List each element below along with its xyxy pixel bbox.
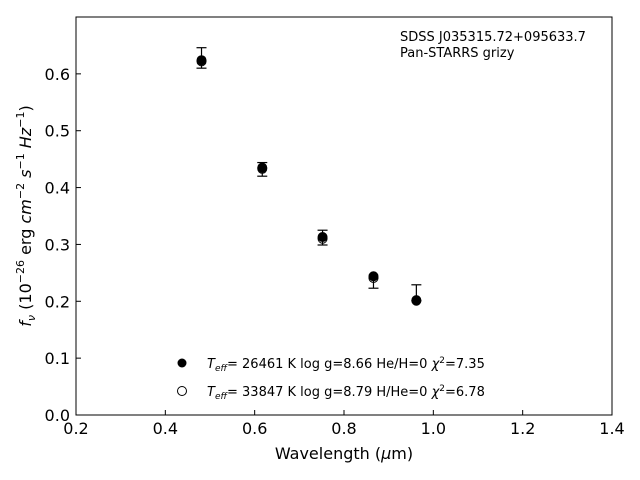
y-tick-label: 0.1 [45, 349, 70, 368]
legend-entry-1-teff: = 26461 K log g=8.66 He/H=0 [227, 357, 427, 372]
x-tick-label: 0.8 [331, 419, 356, 438]
y-tick-label: 0.5 [45, 122, 70, 141]
x-tick-label: 0.6 [242, 419, 267, 438]
x-tick-label: 0.4 [153, 419, 178, 438]
legend-entry-2-chi: =6.78 [445, 385, 485, 400]
y-tick-label: 0.3 [45, 235, 70, 254]
model-point-open [257, 163, 268, 174]
y-tick-label: 0.2 [45, 292, 70, 311]
x-axis-title: Wavelength (μm) [275, 444, 413, 463]
x-tick-label: 1.4 [599, 419, 624, 438]
legend-entry-2: Teff= 33847 K log g=8.79 H/He=0 χ2=6.78 [207, 384, 485, 402]
legend-marker-filled [177, 358, 187, 368]
model-point-open [196, 56, 207, 67]
annotation-line-1: SDSS J035315.72+095633.7 [400, 30, 586, 45]
x-tick-label: 1.0 [421, 419, 446, 438]
model-point-open [411, 295, 422, 306]
axis-ticks: 0.2 0.4 0.6 0.8 1.0 1.2 1.4 0.0 0.1 0.2 0.3 0.4 0.5 0… [45, 65, 625, 438]
data-marks [196, 47, 422, 306]
plot-frame [75, 16, 613, 416]
y-tick-label: 0.0 [45, 406, 70, 425]
legend-entry-2-teff: = 33847 K log g=8.79 H/He=0 [227, 385, 427, 400]
legend: Teff= 26461 K log g=8.66 He/H=0 χ2=7.35 … [177, 356, 485, 402]
x-tick-label: 0.2 [63, 419, 88, 438]
legend-marker-open [177, 386, 187, 396]
model-point-open [317, 233, 328, 244]
legend-entry-1: Teff= 26461 K log g=8.66 He/H=0 χ2=7.35 [207, 356, 485, 374]
y-axis-title: fν (10−26 erg cm−2 s−1 Hz−1) [14, 105, 38, 326]
model-point-open [368, 272, 379, 283]
x-tick-label: 1.2 [510, 419, 535, 438]
y-tick-label: 0.4 [45, 179, 70, 198]
legend-entry-1-chi: =7.35 [445, 357, 485, 372]
y-tick-label: 0.6 [45, 65, 70, 84]
annotation-line-2: Pan-STARRS grizy [400, 46, 515, 61]
